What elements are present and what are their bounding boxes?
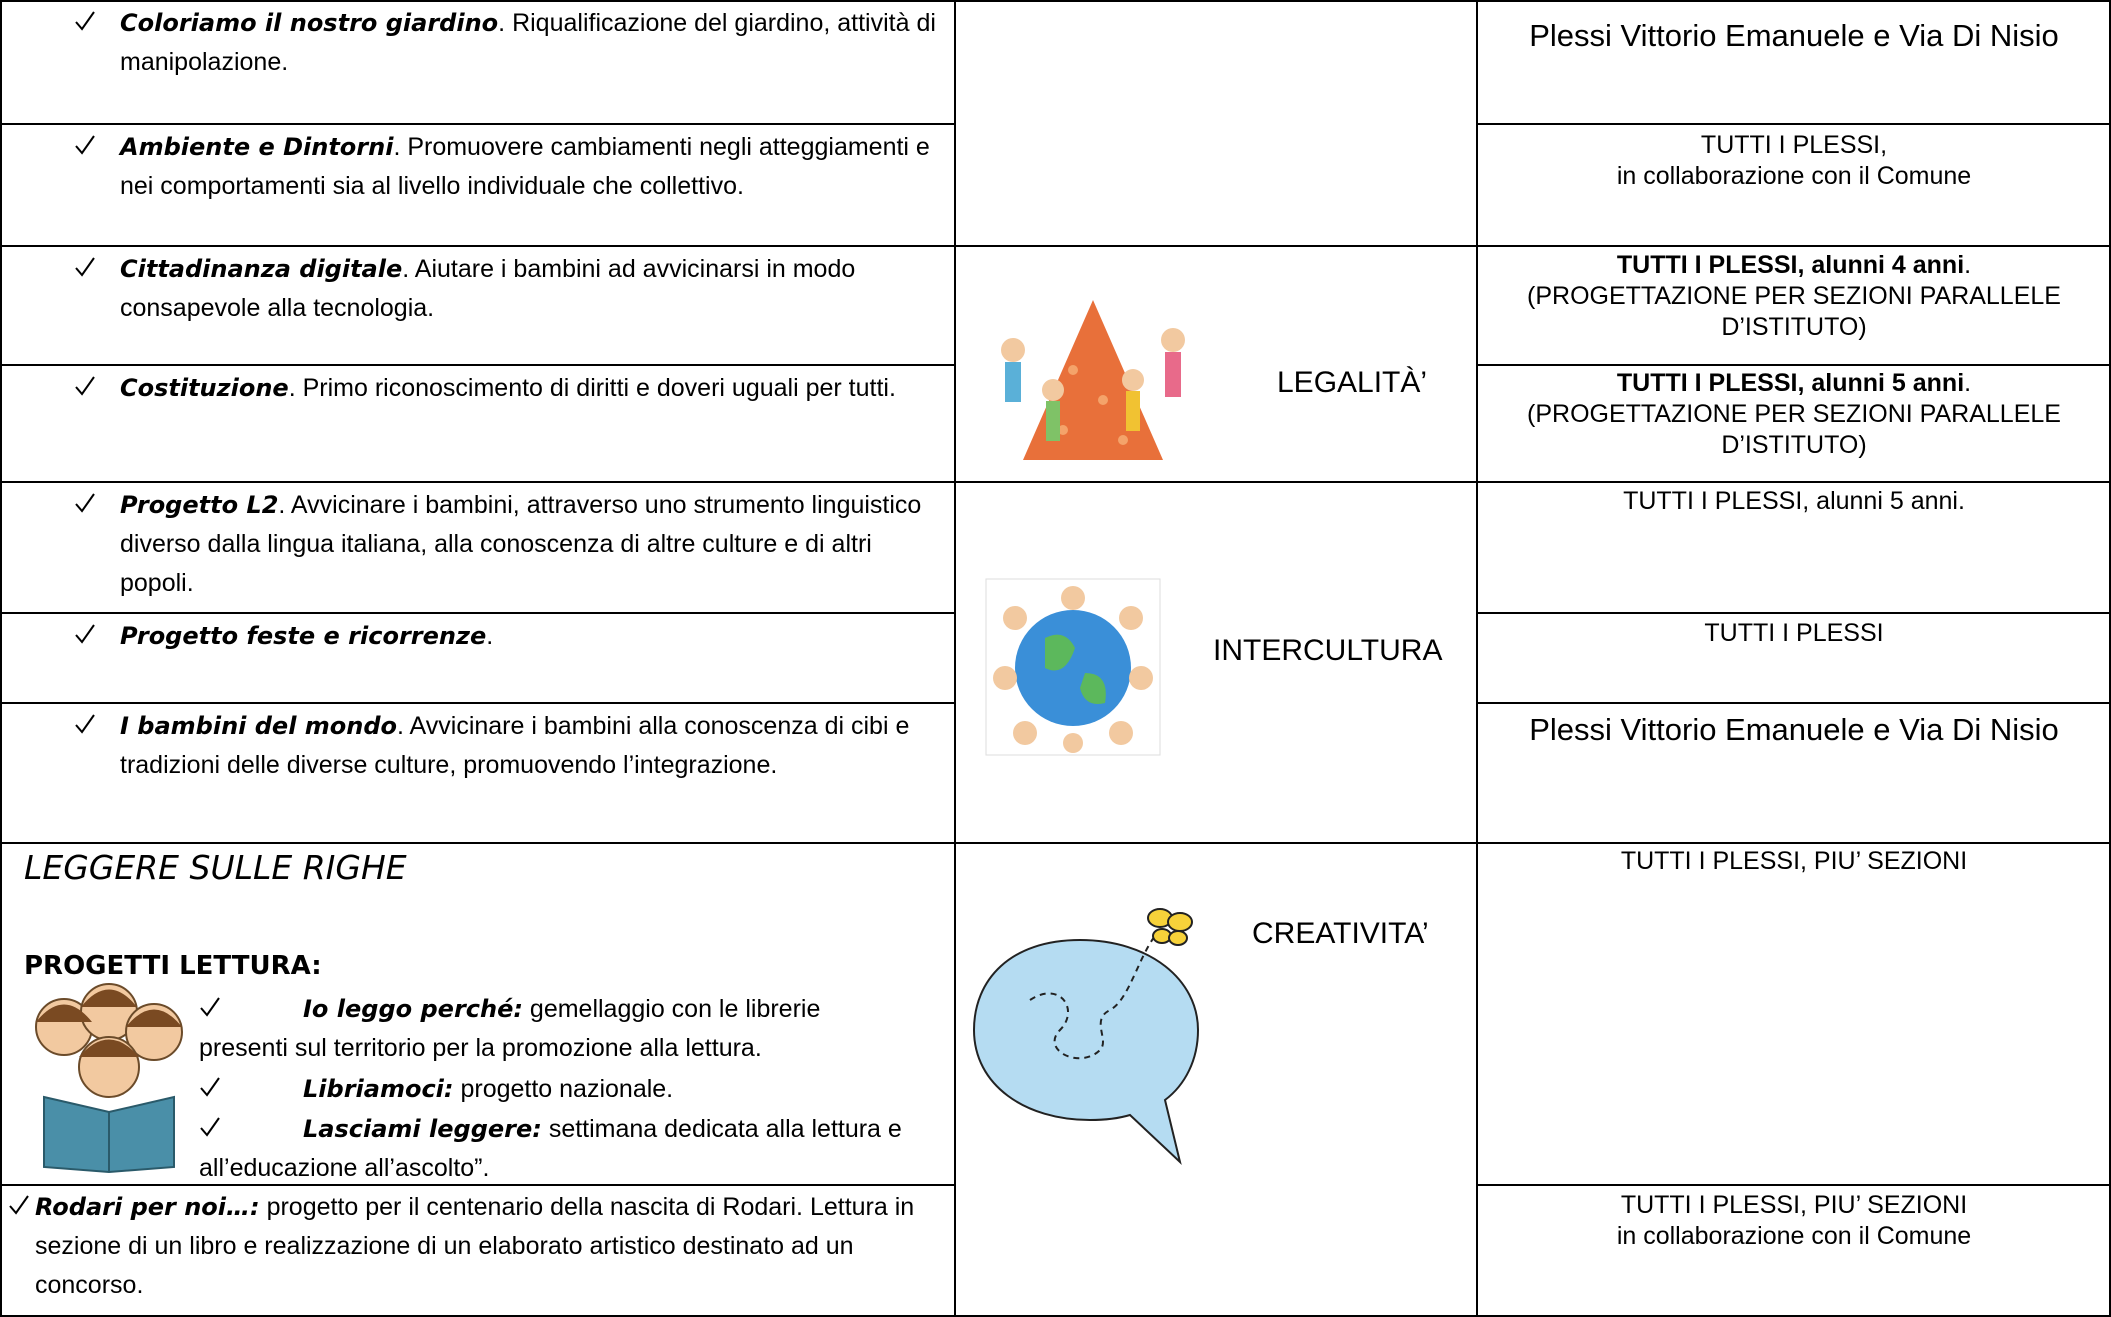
- location-text: (PROGETTAZIONE PER SEZIONI PARALLELE D’I…: [1527, 282, 2061, 341]
- checkmark: [75, 714, 95, 734]
- item: Libriamoci: progetto nazionale.: [199, 1070, 909, 1109]
- item-text: gemellaggio con le librerie presenti sul…: [199, 995, 821, 1062]
- checkmark: [75, 257, 95, 277]
- item-text: progetto nazionale.: [453, 1075, 674, 1103]
- item-text: . Aiutare i bambini ad avvicinarsi in mo…: [120, 255, 856, 322]
- item-title: Ambiente e Dintorni: [120, 133, 394, 161]
- location-text: TUTTI I PLESSI, PIU’ SEZIONI: [1620, 1191, 1968, 1219]
- intercultura-illustration: [985, 578, 1161, 756]
- checkmark: [200, 997, 220, 1017]
- location: TUTTI I PLESSI, PIU’ SEZIONI: [1620, 847, 1968, 875]
- item: Costituzione. Primo riconoscimento di di…: [120, 369, 940, 408]
- location-text: in collaborazione con il Comune: [1616, 1222, 1972, 1250]
- location: TUTTI I PLESSI, in collaborazione con il …: [1477, 130, 2111, 192]
- item: Io leggo perché: gemellaggio con le libr…: [199, 990, 909, 1068]
- heading: LEGGERE SULLE RIGHE: [24, 848, 407, 887]
- border: [0, 245, 2111, 247]
- location-text: .: [1964, 369, 1972, 397]
- location-bold: TUTTI I PLESSI, alunni 4 anni: [1616, 251, 1965, 279]
- theme-label: CREATIVITA’: [1252, 917, 1429, 950]
- location: TUTTI I PLESSI, PIU’ SEZIONI in collabora…: [1477, 1190, 2111, 1252]
- item: Rodari per noi…: progetto per il centena…: [35, 1188, 935, 1305]
- item: Coloriamo il nostro giardino. Riqualific…: [120, 4, 940, 82]
- item: Cittadinanza digitale. Aiutare i bambini…: [120, 250, 940, 328]
- item-text: . Avvicinare i bambini, attraverso uno s…: [120, 491, 922, 597]
- border: [0, 0, 2111, 2]
- location: TUTTI I PLESSI, alunni 5 anni. (PROGETTAZ…: [1477, 368, 2111, 461]
- border: [1477, 123, 2111, 125]
- border: [954, 0, 956, 1317]
- item: Progetto feste e ricorrenze.: [120, 617, 940, 656]
- border: [1477, 702, 2111, 704]
- item-title: Lasciami leggere:: [303, 1115, 542, 1143]
- border: [0, 702, 955, 704]
- border: [0, 0, 2, 1317]
- checkmark: [75, 135, 95, 155]
- checkmark: [75, 376, 95, 396]
- item-text: . Avvicinare i bambini alla conoscenza d…: [120, 712, 910, 779]
- item-text: .: [486, 622, 494, 650]
- item-title: I bambini del mondo: [120, 712, 398, 740]
- item-text: settimana dedicata alla lettura e all’ed…: [199, 1115, 902, 1182]
- theme-label: LEGALITÀ’: [1277, 366, 1428, 399]
- location: TUTTI I PLESSI, alunni 5 anni.: [1623, 487, 1965, 515]
- border: [0, 1315, 2111, 1317]
- checkmark: [200, 1077, 220, 1097]
- location-text: .: [1964, 251, 1972, 279]
- location: Plessi Vittorio Emanuele e Via Di Nisio: [1529, 712, 2059, 747]
- reading-illustration: [35, 983, 183, 1173]
- border: [0, 842, 2111, 844]
- location: Plessi Vittorio Emanuele e Via Di Nisio: [1529, 18, 2059, 53]
- border: [0, 481, 2111, 483]
- theme-label: INTERCULTURA: [1213, 634, 1443, 667]
- location-bold: TUTTI I PLESSI, alunni 5 anni: [1616, 369, 1965, 397]
- item-title: Libriamoci:: [303, 1075, 454, 1103]
- border: [0, 1184, 955, 1186]
- item-title: Rodari per noi…:: [35, 1193, 260, 1221]
- checkmark: [75, 11, 95, 31]
- item-title: Io leggo perché:: [303, 995, 523, 1023]
- item: Progetto L2. Avvicinare i bambini, attra…: [120, 486, 940, 603]
- subheading: PROGETTI LETTURA:: [24, 951, 322, 981]
- item: Lasciami leggere: settimana dedicata all…: [199, 1110, 909, 1188]
- location: TUTTI I PLESSI, alunni 4 anni. (PROGETTAZ…: [1477, 250, 2111, 343]
- item: Ambiente e Dintorni. Promuovere cambiame…: [120, 128, 940, 206]
- border: [0, 364, 955, 366]
- checkmark: [75, 624, 95, 644]
- item-title: Progetto feste e ricorrenze: [120, 622, 487, 650]
- border: [1477, 612, 2111, 614]
- checkmark: [75, 493, 95, 513]
- location-text: (PROGETTAZIONE PER SEZIONI PARALLELE D’I…: [1527, 400, 2061, 459]
- creativita-illustration: [972, 908, 1200, 1166]
- item-title: Costituzione: [120, 374, 289, 402]
- item: I bambini del mondo. Avvicinare i bambin…: [120, 707, 940, 785]
- border: [2109, 0, 2111, 1317]
- location-text: TUTTI I PLESSI,: [1700, 131, 1888, 159]
- border: [0, 123, 955, 125]
- item-title: Cittadinanza digitale: [120, 255, 403, 283]
- border: [0, 612, 955, 614]
- location: TUTTI I PLESSI: [1704, 619, 1884, 647]
- item-text: . Riqualificazione del giardino, attivit…: [120, 9, 936, 76]
- border: [1476, 0, 1478, 1317]
- item-text: . Promuovere cambiamenti negli atteggiam…: [120, 133, 930, 200]
- item-text: . Primo riconoscimento di diritti e dove…: [288, 374, 896, 402]
- item-title: Coloriamo il nostro giardino: [120, 9, 499, 37]
- checkmark: [200, 1117, 220, 1137]
- location-text: in collaborazione con il Comune: [1616, 162, 1972, 190]
- legalita-illustration: [1001, 300, 1185, 460]
- border: [1477, 364, 2111, 366]
- checkmark: [9, 1195, 29, 1215]
- item-title: Progetto L2: [120, 491, 279, 519]
- item-text: progetto per il centenario della nascita…: [35, 1193, 915, 1299]
- border: [1477, 1184, 2111, 1186]
